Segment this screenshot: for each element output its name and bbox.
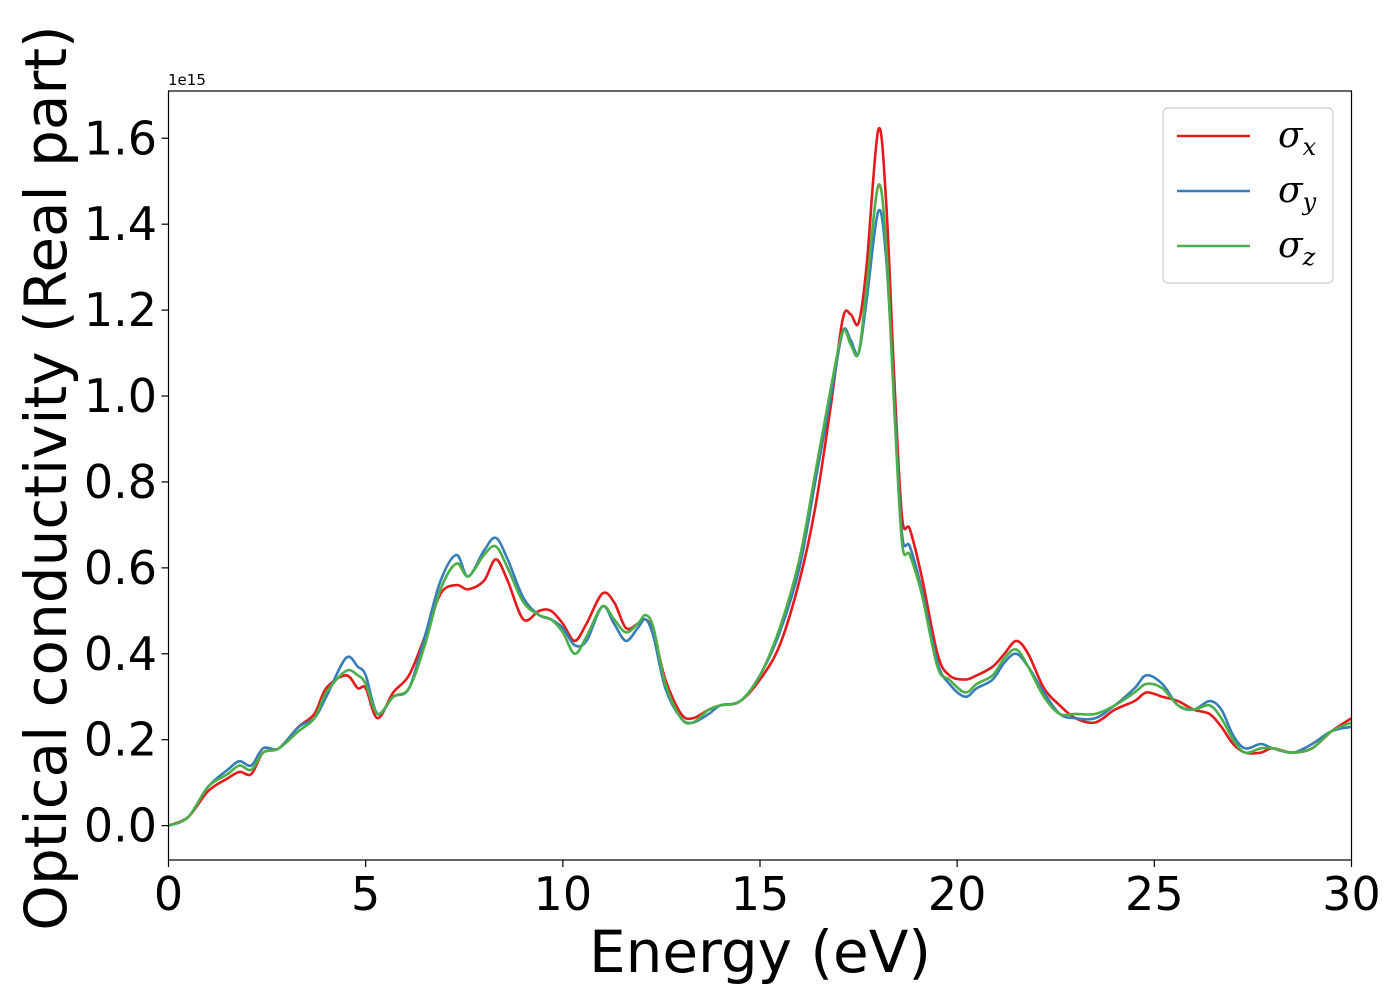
series-line-z <box>167 183 1353 827</box>
legend: σx σy σz <box>1162 107 1334 284</box>
x-tick-label: 25 <box>1125 867 1184 921</box>
y-tick-label: 1.0 <box>84 369 157 423</box>
x-tick-label: 15 <box>731 867 790 921</box>
legend-box <box>1162 107 1334 284</box>
x-tick-label: 30 <box>1322 867 1381 921</box>
series-line-y <box>167 208 1352 827</box>
y-axis-label: Optical conductivity (Real part) <box>12 25 80 930</box>
x-tick-label: 5 <box>351 867 380 921</box>
x-axis-label: Energy (eV) <box>589 918 931 986</box>
y-tick-label: 0.4 <box>84 627 157 681</box>
y-offset-label: 1e15 <box>168 71 206 89</box>
y-axis-ticks: 0.0 0.2 0.4 0.6 0.8 1.0 1.2 1.4 1.6 <box>84 111 169 853</box>
legend-label: σy <box>1278 170 1317 216</box>
y-tick-label: 0.8 <box>84 455 157 509</box>
legend-label: σz <box>1278 225 1316 271</box>
y-tick-label: 1.4 <box>84 197 157 251</box>
series-layer <box>167 126 1353 827</box>
legend-label: σx <box>1278 115 1317 161</box>
x-tick-label: 0 <box>154 867 183 921</box>
y-tick-label: 0.0 <box>84 799 157 853</box>
x-tick-label: 10 <box>534 867 593 921</box>
y-tick-label: 0.6 <box>84 541 157 595</box>
y-tick-label: 0.2 <box>84 713 157 767</box>
x-tick-label: 20 <box>928 867 987 921</box>
x-axis-ticks: 0 5 10 15 20 25 30 <box>154 860 1381 921</box>
legend-entries: σx σy σz <box>1177 115 1317 271</box>
y-tick-label: 1.6 <box>84 111 157 165</box>
y-tick-label: 1.2 <box>84 283 157 337</box>
